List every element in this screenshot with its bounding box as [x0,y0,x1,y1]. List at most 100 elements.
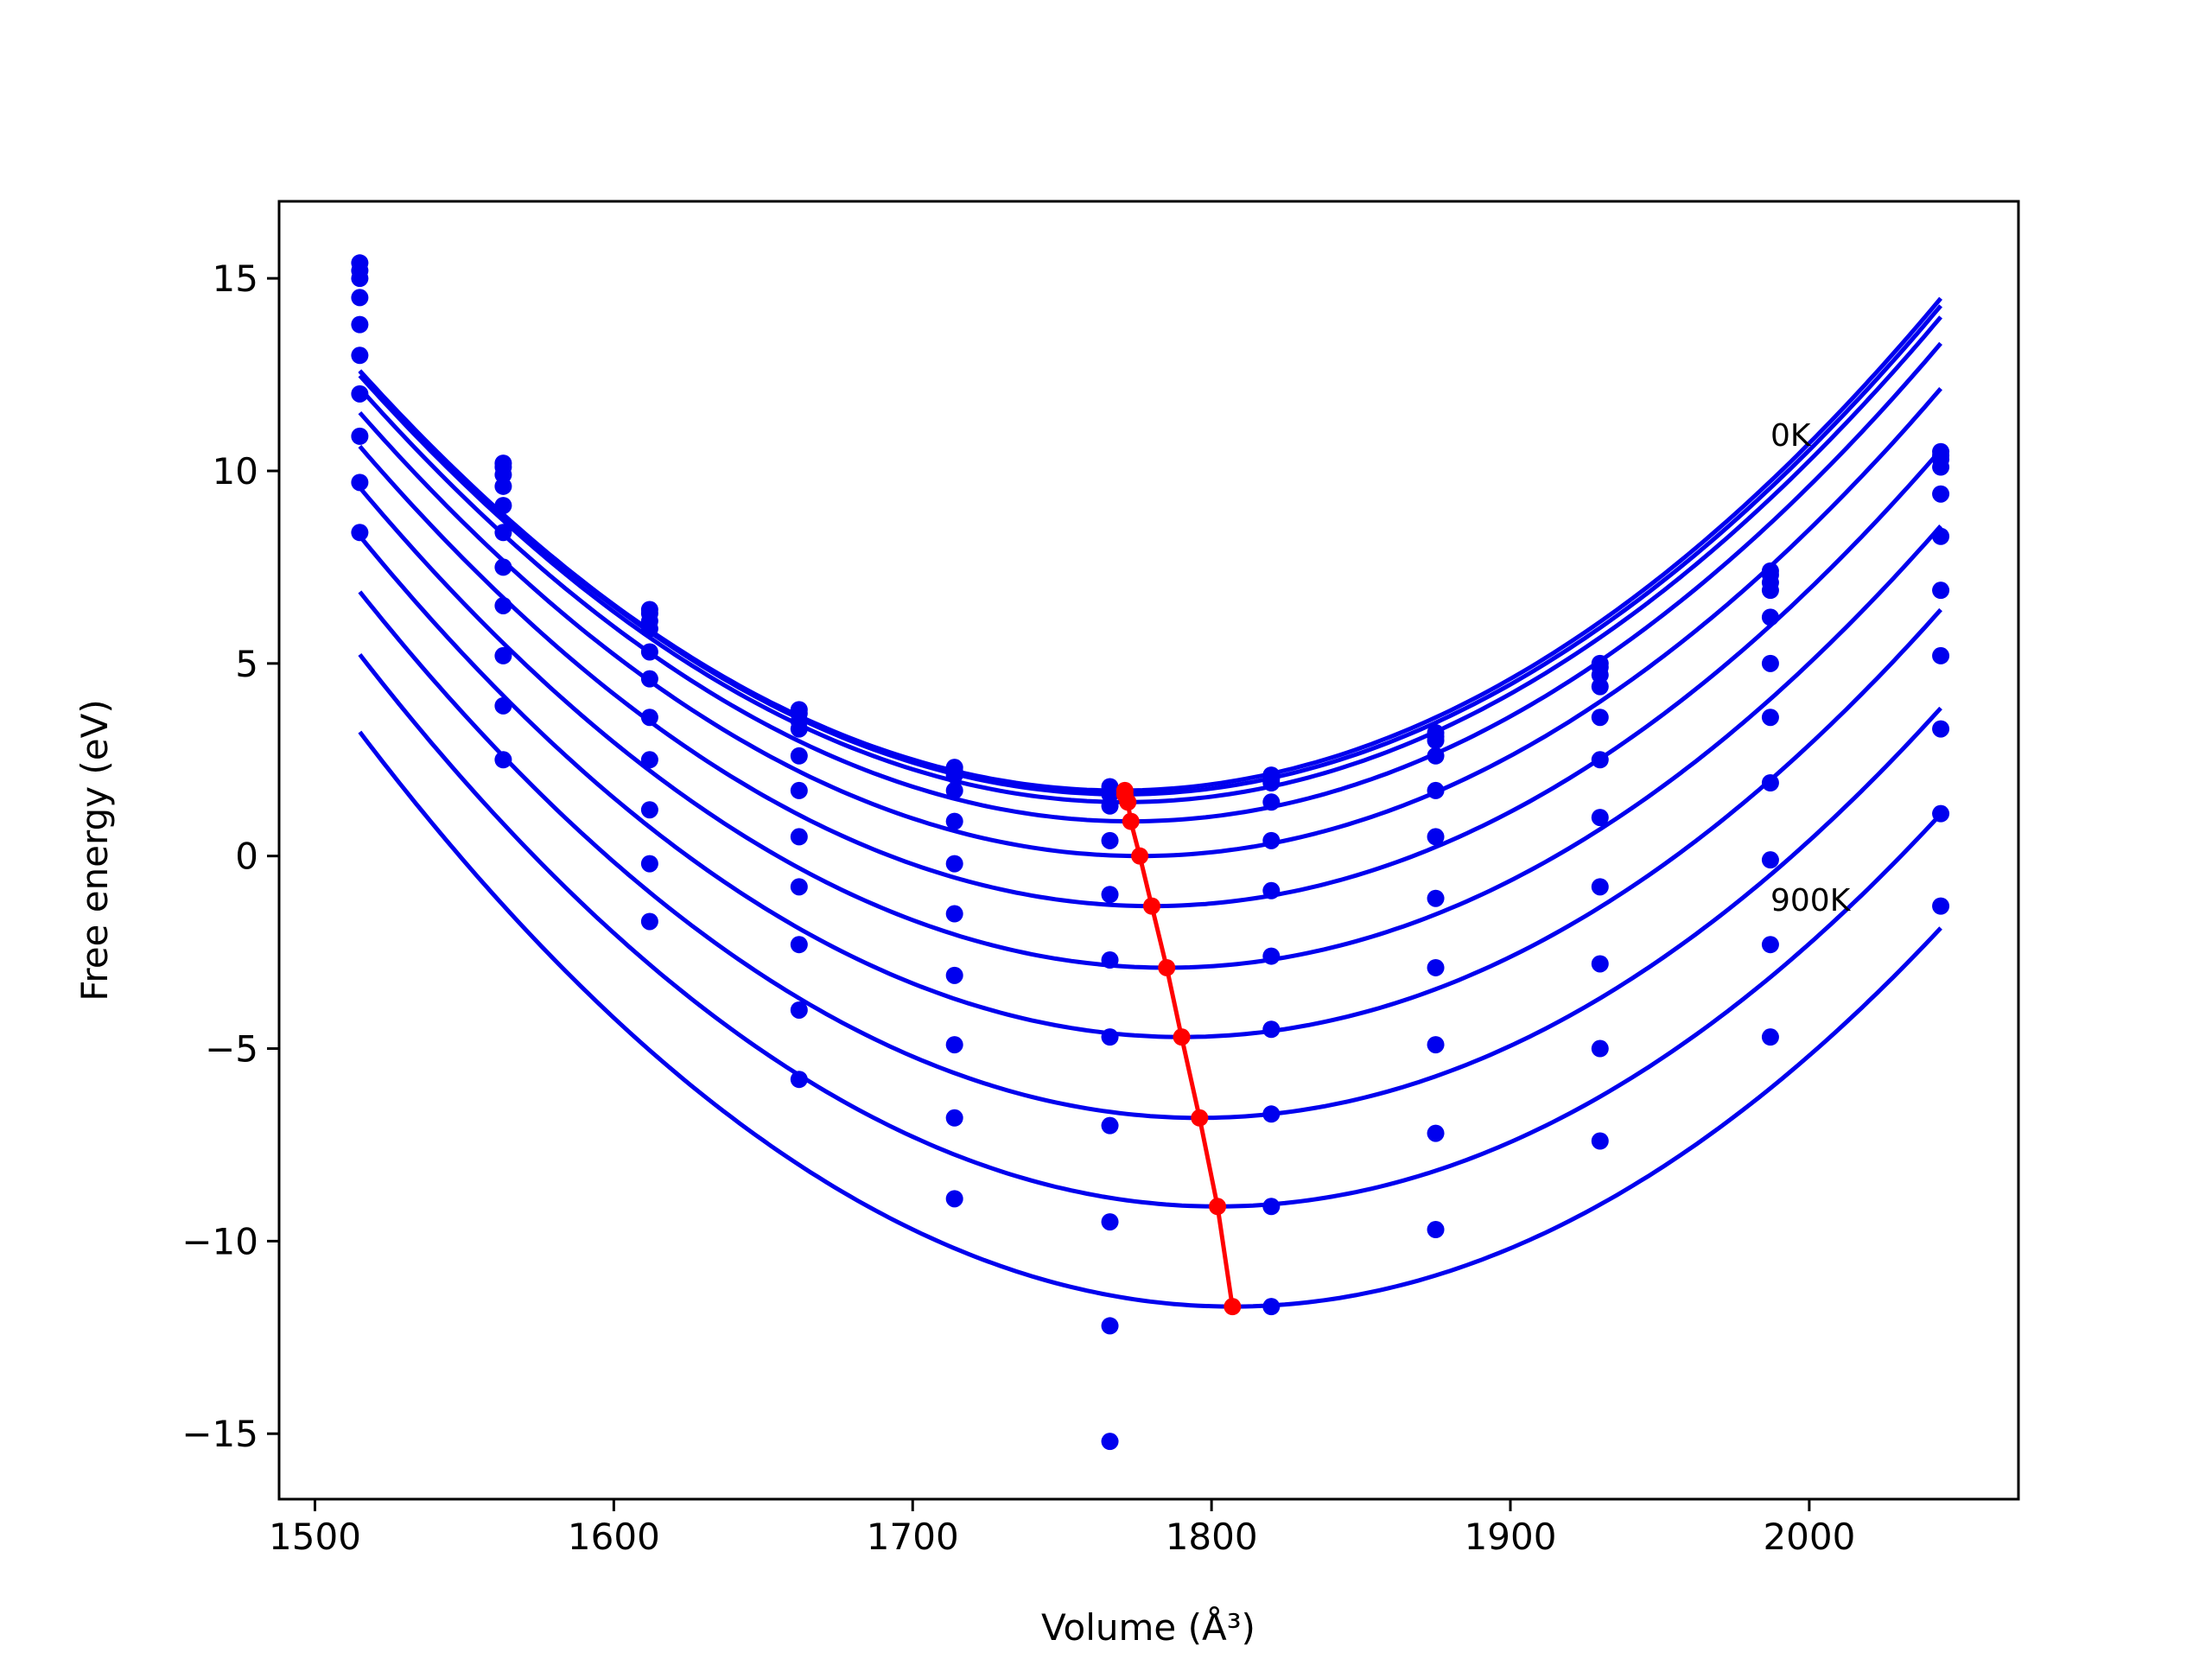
data-point [945,1190,963,1208]
minimum-point [1191,1109,1209,1127]
data-point [1101,1433,1119,1451]
minimum-point [1158,958,1176,976]
data-point [494,558,512,576]
data-point [1427,747,1445,765]
fit-curve-10 [358,730,1942,1309]
data-point [351,524,369,542]
data-point [1591,1039,1609,1058]
data-point [351,289,369,307]
data-point [945,812,963,830]
data-point [1761,936,1779,954]
minimum-point [1131,847,1149,865]
annotation-900k: 900K [1770,883,1852,918]
data-point [351,315,369,334]
data-point [494,596,512,614]
data-point [1591,809,1609,827]
minimum-point [1122,812,1140,830]
data-point [640,620,658,638]
data-point [1427,828,1445,846]
data-point [1427,731,1445,749]
data-point [1932,897,1950,915]
data-point [1932,485,1950,503]
data-point [1262,1298,1281,1316]
data-point [790,747,808,765]
x-tick-label: 1900 [1465,1516,1557,1558]
data-point [1427,781,1445,799]
fit-curve-4 [358,387,1942,859]
data-point [1932,582,1950,600]
data-point [790,878,808,896]
data-point [1101,886,1119,904]
data-point [494,477,512,495]
data-point [1427,1036,1445,1054]
data-point [790,1071,808,1089]
fit-curve-0 [358,296,1943,793]
data-point [1761,654,1779,672]
data-point [1101,797,1119,815]
x-tick-label: 1600 [568,1516,660,1558]
data-point [640,670,658,688]
fit-curve-6 [358,486,1942,970]
data-point [945,855,963,873]
data-point [351,346,369,365]
fit-curve-8 [358,590,1942,1121]
x-axis-label: Volume (Å³) [1041,1605,1255,1649]
data-point [351,270,369,288]
data-point [640,751,658,769]
data-point [1427,1221,1445,1239]
data-point [945,781,963,799]
data-point [790,828,808,846]
data-point [494,646,512,664]
minimum-point [1142,897,1160,915]
minimum-point [1119,793,1137,811]
data-point [1262,1020,1281,1039]
data-point [1262,947,1281,965]
data-point [945,966,963,984]
data-point [1591,1132,1609,1150]
data-point [351,474,369,492]
data-point [1262,793,1281,811]
data-point [945,1109,963,1127]
data-point [1262,1198,1281,1216]
x-tick-label: 1800 [1166,1516,1258,1558]
data-point [351,385,369,403]
y-axis: 15 10 5 0 −5 −10 −15 [181,257,279,1455]
data-point [494,751,512,769]
data-point [1262,831,1281,849]
fit-curve-2 [358,315,1943,804]
y-axis-label: Free energy (eV) [73,699,116,1001]
data-point [1761,608,1779,626]
y-tick-label: 0 [235,836,258,878]
y-tick-label: 15 [213,257,258,300]
data-point [1262,881,1281,899]
data-point [1101,1028,1119,1046]
y-tick-label: −10 [181,1220,258,1262]
y-tick-label: 5 [235,643,258,685]
data-point [1427,958,1445,976]
data-point [790,1001,808,1019]
fit-curve-1 [358,304,1943,797]
data-point [945,1036,963,1054]
plot-area [351,254,1950,1451]
y-tick-label: −15 [181,1413,258,1455]
data-point [494,524,512,542]
x-tick-label: 1700 [867,1516,959,1558]
minimum-point [1224,1298,1242,1316]
data-point [1101,1213,1119,1231]
minimum-point [1173,1028,1191,1046]
annotation-0k: 0K [1770,418,1812,454]
data-point [1101,831,1119,849]
data-point [1591,878,1609,896]
data-point [1932,527,1950,545]
data-point [945,905,963,923]
data-point [1101,1116,1119,1135]
data-point [1761,851,1779,869]
data-point [1932,458,1950,476]
data-point [640,709,658,727]
x-tick-label: 1500 [269,1516,361,1558]
data-point [640,912,658,931]
data-point [1932,804,1950,823]
data-point [1591,677,1609,696]
data-point [1101,951,1119,969]
